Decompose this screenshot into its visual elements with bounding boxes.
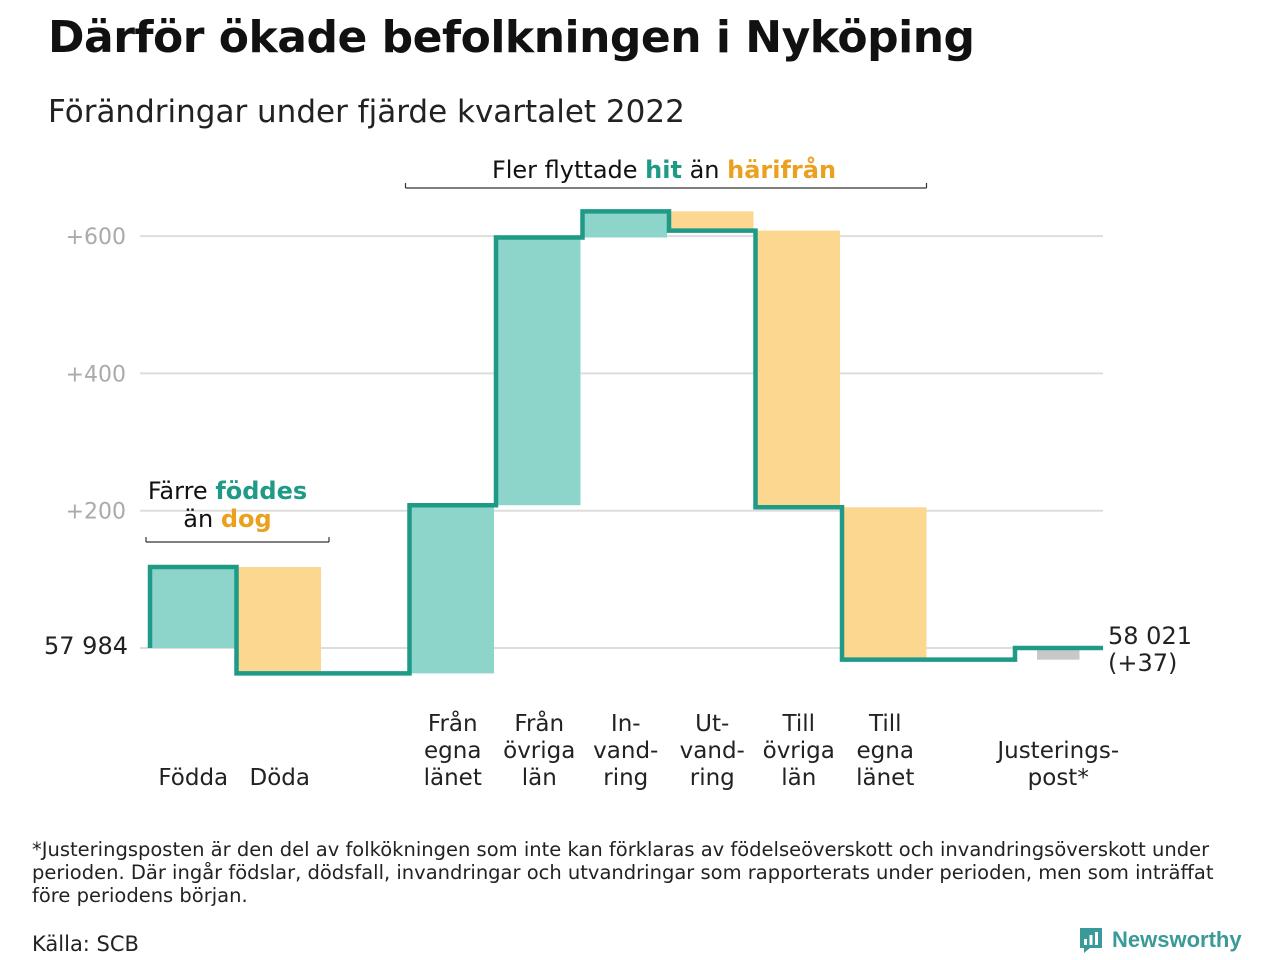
brand-logo: Newsworthy <box>1078 926 1242 954</box>
waterfall-bar <box>584 211 667 238</box>
category-label: Döda <box>250 765 310 791</box>
chart-subtitle: Förändringar under fjärde kvartalet 2022 <box>48 94 685 130</box>
waterfall-chart: +200 +400 +600 Födda Döda Från egna länet Från ö… <box>44 155 1192 791</box>
waterfall-bar <box>238 566 321 674</box>
newsworthy-logo-icon <box>1080 928 1102 953</box>
births-annotation-line2: än dog <box>183 505 271 533</box>
brand-name: Newsworthy <box>1112 927 1242 952</box>
births-bracket <box>145 537 330 543</box>
category-label: Från övriga län <box>503 709 575 791</box>
waterfall-bar <box>411 505 494 674</box>
migration-annotation: Fler flyttade hit än härifrån <box>492 155 836 184</box>
footnote: *Justeringsposten är den del av folkökni… <box>32 838 1214 907</box>
y-tick-label: +600 <box>66 225 126 250</box>
category-label: Födda <box>158 765 228 791</box>
waterfall-bar <box>1037 648 1080 660</box>
cumulative-line <box>147 209 1103 676</box>
bar-layer <box>152 211 1080 674</box>
start-value-label: 57 984 <box>44 632 128 660</box>
waterfall-bar <box>757 230 840 508</box>
category-label: Ut-vand-ring <box>680 711 745 791</box>
category-label: Justerings-post* <box>995 738 1119 791</box>
waterfall-bar <box>671 211 754 231</box>
line-layer <box>147 209 1103 676</box>
waterfall-bar <box>498 237 581 506</box>
chart-title: Därför ökade befolkningen i Nyköping <box>48 12 975 63</box>
y-tick-label: +200 <box>66 500 126 525</box>
waterfall-bar <box>152 566 235 648</box>
end-change-label: (+37) <box>1108 649 1177 677</box>
migration-bracket <box>404 183 928 189</box>
category-label: Till egna länet <box>856 711 914 791</box>
y-tick-label: +400 <box>66 362 126 387</box>
label-layer: Födda Döda Från egna länet Från övriga län In-va… <box>44 622 1192 791</box>
category-label: Från egna länet <box>424 709 482 791</box>
births-annotation-line1: Färre föddes <box>148 477 307 505</box>
end-value-label: 58 021 <box>1108 622 1192 650</box>
source-note: Källa: SCB <box>32 932 139 956</box>
category-label: Till övriga län <box>763 711 835 791</box>
waterfall-bar <box>844 507 927 660</box>
category-label: In-vand-ring <box>593 711 658 791</box>
grid-layer: +200 +400 +600 <box>66 225 1103 649</box>
